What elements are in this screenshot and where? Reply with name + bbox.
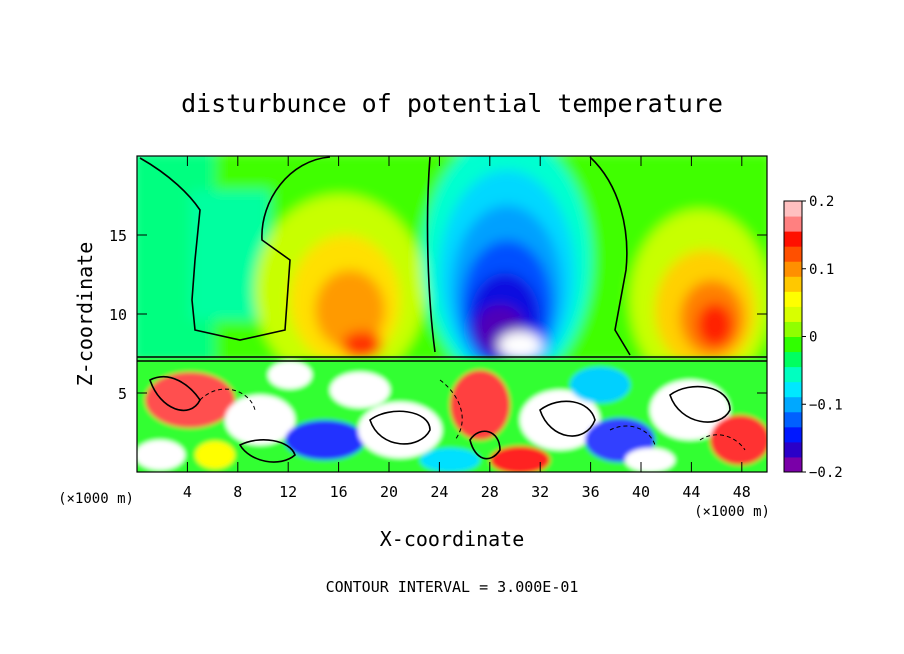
x-tick-label: 4 [183,483,192,501]
x-axis-label: X-coordinate [380,527,525,551]
colorbar-swatch [784,426,802,443]
colorbar-swatch [784,216,802,232]
contour-lines [137,156,767,463]
x-tick-label: 44 [682,483,700,501]
colorbar-swatch [784,231,802,247]
colorbar-swatch [784,276,802,292]
x-tick-label: 16 [330,483,348,501]
colorbar-swatch [784,201,802,217]
colorbar-swatch [784,366,802,383]
colorbar-tick-label: −0.1 [809,397,843,413]
colorbar-ticks: 0.2 0.1 0 −0.1 −0.2 [802,194,843,481]
x-tick-label: 28 [481,483,499,501]
upper-field [137,156,767,390]
colorbar-swatch [784,261,802,277]
colorbar-swatch [784,411,802,428]
y-axis-unit: (×1000 m) [58,491,134,507]
colorbar-swatch [784,321,802,337]
x-tick-label: 36 [582,483,600,501]
colorbar-tick-label: 0 [809,330,817,346]
y-tick-label: 15 [109,227,127,245]
colorbar-swatch [784,441,802,458]
x-tick-label: 24 [430,483,448,501]
x-axis-ticks: 4 8 12 16 20 24 28 32 36 40 44 48 [183,156,751,501]
colorbar-swatch [784,246,802,262]
x-tick-label: 32 [531,483,549,501]
y-tick-label: 5 [118,385,127,403]
x-tick-label: 20 [380,483,398,501]
x-axis-unit: (×1000 m) [694,504,770,520]
y-tick-label: 10 [109,306,127,324]
colorbar-swatch [784,381,802,398]
x-tick-label: 40 [632,483,650,501]
colorbar-swatch [784,351,802,368]
colorbar-swatch [784,291,802,307]
colorbar-tick-label: −0.2 [809,465,843,481]
colorbar [784,201,802,473]
lower-field [137,358,767,472]
colorbar-tick-label: 0.2 [809,194,834,210]
colorbar-swatch [784,456,802,473]
x-tick-label: 12 [279,483,297,501]
colorbar-tick-label: 0.1 [809,262,834,278]
plot-area [137,156,767,472]
y-axis-ticks: 5 10 15 [109,227,767,403]
contour-interval-note: CONTOUR INTERVAL = 3.000E-01 [326,578,579,596]
colorbar-swatch [784,306,802,322]
x-tick-label: 8 [233,483,242,501]
chart-title: disturbunce of potential temperature [181,89,723,118]
x-tick-label: 48 [733,483,751,501]
colorbar-swatch [784,336,802,353]
contour-dashed [199,379,746,451]
colorbar-swatch [784,396,802,413]
y-axis-label: Z-coordinate [73,242,97,387]
